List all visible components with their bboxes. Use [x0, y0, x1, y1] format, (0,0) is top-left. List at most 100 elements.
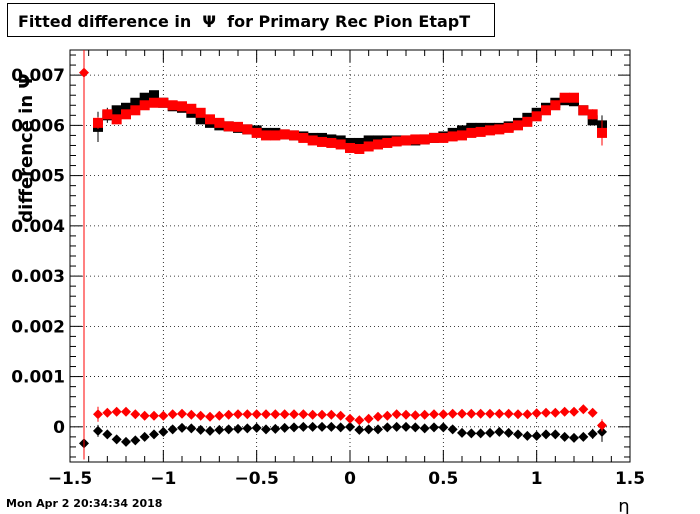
data-point	[345, 413, 355, 424]
data-point	[111, 105, 122, 116]
data-point	[494, 426, 505, 437]
data-point	[102, 429, 113, 440]
data-point	[326, 137, 337, 148]
data-point	[485, 125, 495, 136]
data-point	[466, 127, 477, 138]
data-point	[261, 424, 271, 435]
data-point	[597, 420, 607, 431]
data-point	[158, 97, 169, 108]
data-point	[457, 125, 467, 136]
data-point	[382, 410, 393, 421]
data-point	[233, 121, 243, 132]
data-point	[382, 422, 393, 433]
data-point	[102, 109, 113, 120]
data-point	[354, 415, 365, 426]
data-point	[597, 426, 607, 437]
data-point	[111, 434, 122, 445]
data-point	[149, 429, 159, 440]
data-point	[298, 421, 309, 432]
data-point	[550, 100, 561, 111]
data-point	[345, 137, 355, 148]
data-point	[139, 410, 150, 421]
data-point	[587, 115, 598, 126]
data-point	[317, 421, 327, 432]
data-point	[597, 127, 607, 138]
data-point	[233, 423, 243, 434]
data-point	[326, 421, 337, 432]
y-tick-label: 0	[53, 418, 65, 438]
data-point	[578, 404, 589, 415]
axes	[69, 49, 631, 463]
data-point	[438, 422, 449, 433]
data-point	[158, 426, 169, 437]
x-axis-label: η	[618, 496, 629, 514]
y-axis-label: difference in Ψ	[16, 73, 37, 222]
data-point	[121, 436, 131, 447]
data-point	[251, 422, 262, 433]
x-tick-label: 1	[531, 469, 543, 489]
data-point	[522, 430, 533, 441]
data-point	[289, 130, 299, 141]
data-point	[410, 410, 421, 421]
data-point	[195, 107, 206, 118]
data-point	[354, 137, 365, 148]
data-point	[457, 408, 467, 419]
date-stamp: Mon Apr 2 20:34:34 2018	[6, 497, 163, 510]
data-point	[559, 431, 570, 442]
data-point	[130, 105, 141, 116]
data-point	[186, 423, 197, 434]
data-point	[550, 429, 561, 440]
data-point	[93, 117, 103, 128]
data-point	[298, 409, 309, 420]
data-point	[466, 408, 477, 419]
tick-labels: −1.5 −1 −0.5 0 0.5 1 1.5 0 0.001 0.002 0.003 0.004 0…	[11, 66, 645, 489]
data-point	[149, 90, 159, 101]
data-point	[569, 406, 579, 417]
data-series	[79, 421, 607, 449]
data-point	[522, 409, 533, 420]
data-point	[578, 431, 589, 442]
data-point	[242, 423, 253, 434]
chart-title: Fitted difference in Ψ for Primary Rec P…	[18, 12, 471, 31]
data-point	[410, 422, 421, 433]
data-point	[279, 129, 290, 140]
data-point	[93, 425, 103, 436]
data-point	[363, 413, 374, 424]
data-point	[587, 407, 598, 418]
data-point	[167, 424, 178, 435]
data-point	[79, 67, 89, 78]
data-point	[130, 409, 141, 420]
data-point	[214, 117, 225, 128]
data-point	[513, 429, 523, 440]
data-point	[121, 102, 131, 113]
data-points	[79, 50, 607, 460]
data-point	[466, 428, 477, 439]
x-tick-label: −0.5	[234, 469, 278, 489]
data-point	[438, 132, 449, 143]
data-point	[289, 422, 299, 433]
data-point	[485, 427, 495, 438]
data-point	[205, 411, 215, 422]
data-point	[139, 100, 150, 111]
data-point	[326, 409, 337, 420]
data-point	[121, 109, 131, 120]
data-point	[298, 132, 309, 143]
data-point	[261, 130, 271, 141]
data-point	[261, 409, 271, 420]
data-point	[251, 409, 262, 420]
data-point	[513, 120, 523, 131]
data-point	[177, 422, 187, 433]
data-point	[214, 410, 225, 421]
data-point	[363, 135, 374, 146]
data-point	[475, 428, 486, 439]
data-point	[307, 135, 318, 146]
data-series	[79, 50, 607, 460]
data-point	[307, 421, 318, 432]
data-point	[130, 97, 141, 108]
data-point	[382, 137, 393, 148]
data-point	[429, 409, 439, 420]
y-tick-label: 0.005	[11, 167, 65, 187]
data-point	[354, 143, 365, 154]
y-tick-label: 0.006	[11, 116, 65, 136]
y-tick-label: 0.001	[11, 368, 65, 388]
